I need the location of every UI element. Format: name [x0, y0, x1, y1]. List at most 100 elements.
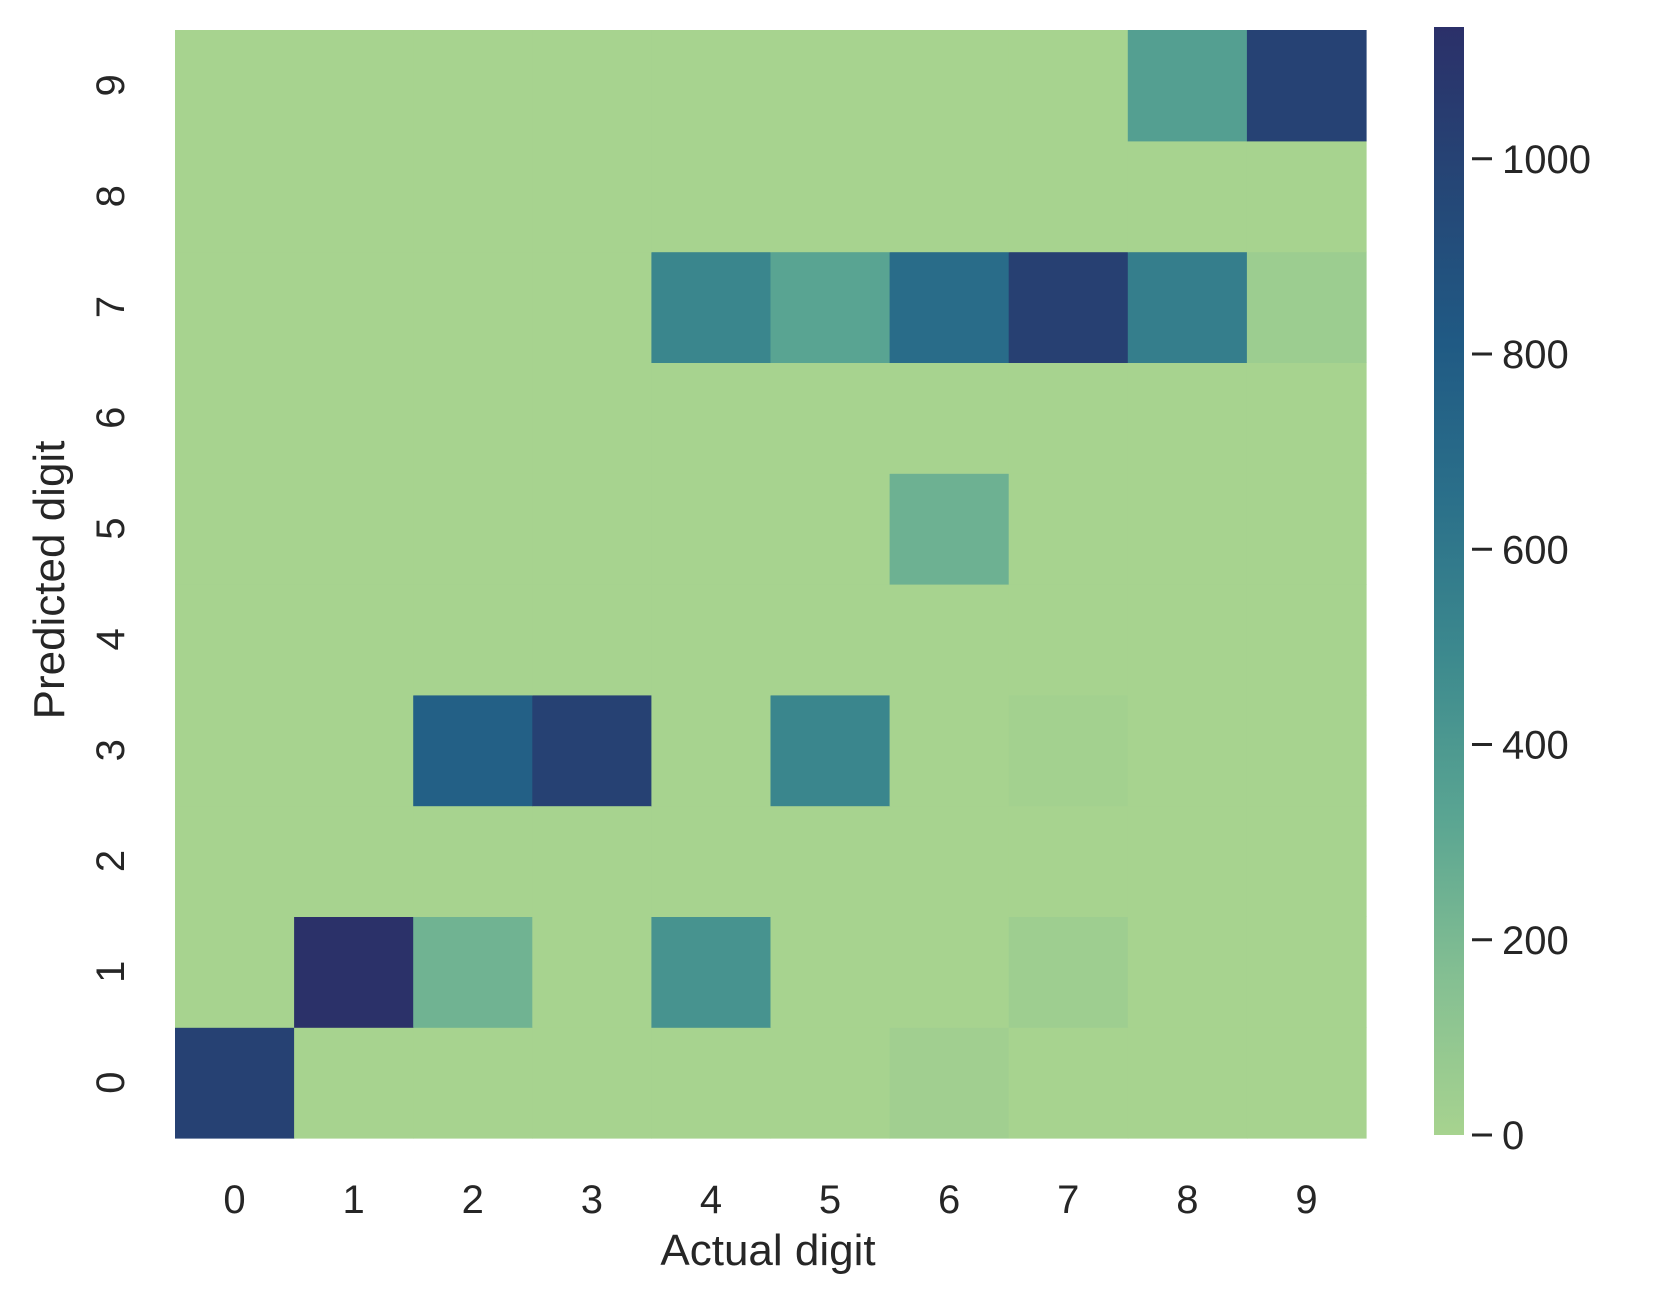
y-tick-label: 5: [89, 517, 133, 539]
heatmap-cell-pred-7-actual-3: [532, 251, 652, 363]
heatmap-cell-pred-9-actual-8: [1127, 30, 1248, 142]
heatmap-cell-pred-9-actual-7: [1008, 30, 1129, 142]
heatmap-cell-pred-1-actual-9: [1246, 916, 1367, 1028]
heatmap-cell-pred-6-actual-4: [651, 362, 772, 474]
heatmap-cell-pred-8-actual-1: [294, 140, 414, 253]
heatmap-cell-pred-6-actual-2: [413, 362, 533, 474]
heatmap-cell-pred-4-actual-9: [1246, 584, 1367, 696]
colorbar-tick-label: 1000: [1502, 138, 1591, 182]
heatmap-cell-pred-9-actual-4: [651, 30, 772, 142]
y-tick-label: 1: [89, 961, 133, 983]
x-tick-label: 7: [1057, 1178, 1079, 1222]
y-tick-label: 9: [89, 74, 133, 96]
heatmap-cell-pred-1-actual-4: [651, 916, 772, 1028]
heatmap-cell-pred-9-actual-5: [770, 30, 891, 142]
heatmap-cell-pred-9-actual-2: [413, 30, 533, 142]
heatmap-cell-pred-8-actual-8: [1127, 140, 1248, 253]
y-tick-label: 6: [89, 407, 133, 429]
heatmap-cells: [175, 30, 1367, 1139]
y-tick-label: 8: [89, 185, 133, 207]
heatmap-cell-pred-0-actual-9: [1246, 1027, 1367, 1139]
heatmap-cell-pred-6-actual-3: [532, 362, 652, 474]
heatmap-cell-pred-2-actual-9: [1246, 805, 1367, 917]
x-tick-label: 6: [938, 1178, 960, 1222]
heatmap-cell-pred-3-actual-4: [651, 694, 772, 807]
heatmap-cell-pred-7-actual-0: [175, 251, 295, 363]
heatmap-cell-pred-5-actual-9: [1246, 473, 1367, 585]
colorbar-ticks: 0 200 400 600 800 1000: [1472, 138, 1591, 1158]
heatmap-cell-pred-6-actual-9: [1246, 362, 1367, 474]
heatmap-cell-pred-2-actual-0: [175, 805, 295, 917]
heatmap-cell-pred-4-actual-5: [770, 584, 891, 696]
heatmap-cell-pred-7-actual-5: [770, 251, 891, 363]
heatmap-cell-pred-8-actual-6: [889, 140, 1010, 253]
heatmap-cell-pred-5-actual-5: [770, 473, 891, 585]
heatmap-cell-pred-4-actual-4: [651, 584, 772, 696]
heatmap-cell-pred-9-actual-3: [532, 30, 652, 142]
heatmap-cell-pred-0-actual-0: [175, 1027, 295, 1139]
heatmap-cell-pred-8-actual-3: [532, 140, 652, 253]
heatmap-cell-pred-2-actual-5: [770, 805, 891, 917]
heatmap-cell-pred-9-actual-1: [294, 30, 414, 142]
heatmap-cell-pred-1-actual-2: [413, 916, 533, 1028]
x-tick-label: 0: [223, 1178, 245, 1222]
heatmap-cell-pred-3-actual-0: [175, 694, 295, 807]
y-axis-label: Predicted digit: [25, 441, 74, 720]
heatmap-cell-pred-4-actual-3: [532, 584, 652, 696]
heatmap-cell-pred-3-actual-7: [1008, 694, 1129, 807]
heatmap-cell-pred-4-actual-1: [294, 584, 414, 696]
heatmap-cell-pred-0-actual-8: [1127, 1027, 1248, 1139]
heatmap-cell-pred-8-actual-9: [1246, 140, 1367, 253]
heatmap-cell-pred-1-actual-1: [294, 916, 414, 1028]
heatmap-cell-pred-0-actual-5: [770, 1027, 891, 1139]
y-tick-labels: 0 1 2 3 4 5 6 7 8 9: [89, 74, 133, 1093]
heatmap-cell-pred-0-actual-7: [1008, 1027, 1129, 1139]
heatmap-cell-pred-7-actual-7: [1008, 251, 1129, 363]
heatmap-cell-pred-2-actual-8: [1127, 805, 1248, 917]
heatmap-cell-pred-1-actual-8: [1127, 916, 1248, 1028]
heatmap-cell-pred-7-actual-4: [651, 251, 772, 363]
heatmap-cell-pred-5-actual-7: [1008, 473, 1129, 585]
heatmap-cell-pred-3-actual-2: [413, 694, 533, 807]
y-tick-label: 3: [89, 739, 133, 761]
heatmap-cell-pred-7-actual-6: [889, 251, 1010, 363]
y-tick-label: 2: [89, 850, 133, 872]
x-tick-label: 1: [343, 1178, 365, 1222]
heatmap-cell-pred-1-actual-5: [770, 916, 891, 1028]
heatmap-cell-pred-2-actual-6: [889, 805, 1010, 917]
heatmap-cell-pred-6-actual-8: [1127, 362, 1248, 474]
heatmap-cell-pred-5-actual-3: [532, 473, 652, 585]
heatmap-cell-pred-6-actual-7: [1008, 362, 1129, 474]
heatmap-cell-pred-2-actual-1: [294, 805, 414, 917]
heatmap-cell-pred-0-actual-1: [294, 1027, 414, 1139]
heatmap-cell-pred-3-actual-5: [770, 694, 891, 807]
heatmap-cell-pred-8-actual-2: [413, 140, 533, 253]
colorbar: [1434, 27, 1464, 1135]
x-tick-label: 5: [819, 1178, 841, 1222]
heatmap-cell-pred-0-actual-2: [413, 1027, 533, 1139]
heatmap-cell-pred-6-actual-0: [175, 362, 295, 474]
heatmap-cell-pred-3-actual-1: [294, 694, 414, 807]
heatmap-cell-pred-8-actual-4: [651, 140, 772, 253]
heatmap-cell-pred-4-actual-2: [413, 584, 533, 696]
x-tick-label: 9: [1295, 1178, 1317, 1222]
heatmap-cell-pred-3-actual-8: [1127, 694, 1248, 807]
colorbar-tick-label: 200: [1502, 919, 1569, 963]
y-tick-label: 4: [89, 628, 133, 650]
heatmap-cell-pred-6-actual-5: [770, 362, 891, 474]
heatmap-cell-pred-0-actual-4: [651, 1027, 772, 1139]
heatmap-cell-pred-9-actual-9: [1246, 30, 1367, 142]
x-tick-label: 3: [581, 1178, 603, 1222]
heatmap-cell-pred-8-actual-0: [175, 140, 295, 253]
heatmap-cell-pred-7-actual-2: [413, 251, 533, 363]
heatmap-cell-pred-5-actual-4: [651, 473, 772, 585]
heatmap-cell-pred-4-actual-0: [175, 584, 295, 696]
heatmap-cell-pred-5-actual-8: [1127, 473, 1248, 585]
heatmap-cell-pred-6-actual-1: [294, 362, 414, 474]
heatmap-cell-pred-1-actual-6: [889, 916, 1010, 1028]
x-tick-label: 4: [700, 1178, 722, 1222]
heatmap-cell-pred-4-actual-8: [1127, 584, 1248, 696]
heatmap-cell-pred-5-actual-1: [294, 473, 414, 585]
colorbar-tick-label: 0: [1502, 1114, 1524, 1158]
heatmap-cell-pred-9-actual-0: [175, 30, 295, 142]
